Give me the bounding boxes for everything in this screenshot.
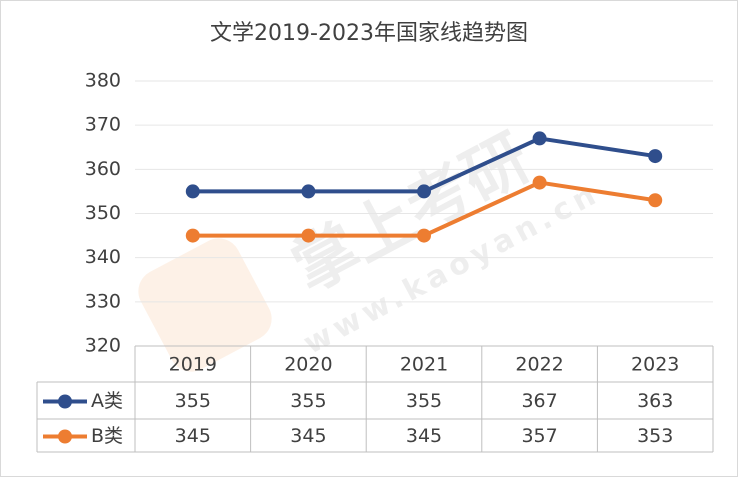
data-point bbox=[185, 184, 200, 199]
table-value: 355 bbox=[175, 390, 211, 412]
y-tick-label: 360 bbox=[85, 158, 121, 180]
y-tick-label: 340 bbox=[85, 246, 121, 268]
x-tick-label: 2020 bbox=[284, 354, 332, 376]
data-point bbox=[185, 228, 200, 243]
legend-marker bbox=[58, 429, 72, 444]
data-point bbox=[532, 175, 547, 190]
legend-label: A类 bbox=[91, 390, 123, 412]
table-value: 345 bbox=[406, 425, 442, 447]
chart-title: 文学2019-2023年国家线趋势图 bbox=[210, 21, 528, 46]
table-value: 355 bbox=[406, 390, 442, 412]
watermark-logo bbox=[138, 238, 272, 372]
data-point bbox=[301, 184, 316, 199]
data-point bbox=[532, 131, 547, 146]
y-tick-label: 320 bbox=[85, 335, 121, 357]
y-tick-label: 330 bbox=[85, 290, 121, 312]
legend-marker bbox=[58, 394, 72, 409]
data-point bbox=[301, 228, 316, 243]
table-value: 363 bbox=[637, 390, 673, 412]
data-point bbox=[648, 149, 663, 164]
table-value: 357 bbox=[521, 425, 557, 447]
x-tick-label: 2021 bbox=[400, 354, 448, 376]
data-point bbox=[417, 228, 431, 243]
table-value: 353 bbox=[637, 425, 673, 447]
y-tick-label: 380 bbox=[85, 70, 121, 92]
x-tick-label: 2019 bbox=[169, 354, 217, 376]
data-point bbox=[648, 193, 663, 208]
x-tick-label: 2022 bbox=[515, 354, 563, 376]
y-tick-label: 370 bbox=[85, 114, 121, 136]
table-value: 345 bbox=[175, 425, 211, 447]
legend-label: B类 bbox=[91, 425, 123, 447]
table-value: 345 bbox=[290, 425, 326, 447]
y-tick-label: 350 bbox=[85, 202, 121, 224]
x-tick-label: 2023 bbox=[631, 354, 679, 376]
table-value: 367 bbox=[521, 390, 557, 412]
table-value: 355 bbox=[290, 390, 326, 412]
data-point bbox=[417, 184, 431, 199]
